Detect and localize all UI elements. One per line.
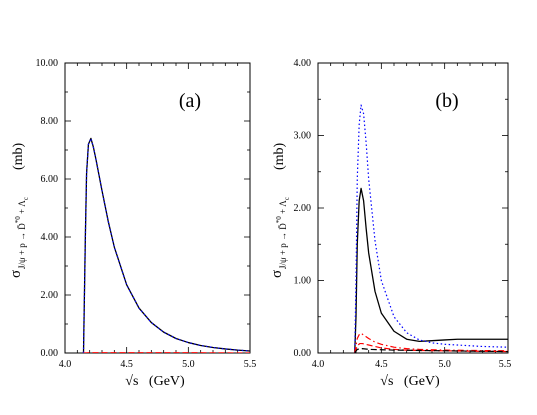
y-tick-labels: 0.00 2.00 4.00 6.00 8.00 10.00 bbox=[36, 58, 59, 359]
panel-a: 4.0 4.5 5.0 5.5 0.00 2.00 4.00 6.00 8.00… bbox=[8, 58, 256, 389]
x-tick-label: 4.0 bbox=[59, 359, 72, 370]
y-tick-labels: 0.00 1.00 2.00 3.00 4.00 bbox=[294, 58, 312, 359]
y-tick-label: 8.00 bbox=[41, 116, 59, 127]
plot-frame bbox=[317, 62, 509, 354]
x-axis-label: √s (GeV) bbox=[380, 374, 440, 389]
series-line bbox=[354, 104, 508, 353]
y-axis-sigma: σ bbox=[8, 270, 24, 278]
y-tick-label: 3.00 bbox=[294, 131, 312, 142]
x-tick-label: 4.5 bbox=[120, 359, 133, 370]
y-axis-unit: (mb) bbox=[11, 142, 26, 170]
series-line bbox=[354, 342, 508, 353]
x-tick-labels: 4.0 4.5 5.0 5.5 bbox=[59, 359, 257, 370]
panel-label: (b) bbox=[435, 90, 458, 112]
y-tick-label: 0.00 bbox=[294, 348, 312, 359]
y-axis-label: σ J/ψ + p → D̄*0 + Λc (mb) bbox=[8, 142, 30, 278]
x-tick-label: 4.0 bbox=[312, 359, 325, 370]
y-axis-label: σ J/ψ + p → D̄*0 + Λc (mb) bbox=[269, 142, 291, 278]
x-tick-labels: 4.0 4.5 5.0 5.5 bbox=[312, 359, 512, 370]
x-tick-label: 5.0 bbox=[438, 359, 451, 370]
panel-label: (a) bbox=[179, 90, 201, 112]
x-tick-label: 5.5 bbox=[499, 359, 512, 370]
y-axis-subscript: J/ψ + p → D̄*0 + Λc bbox=[275, 197, 291, 269]
x-tick-label: 5.5 bbox=[244, 359, 257, 370]
series-line bbox=[354, 332, 508, 353]
series-line bbox=[82, 137, 250, 353]
y-tick-label: 6.00 bbox=[41, 174, 59, 185]
y-axis-sigma: σ bbox=[269, 270, 285, 278]
tick-marks bbox=[317, 62, 509, 354]
series-line bbox=[354, 348, 508, 353]
y-axis-subscript: J/ψ + p → D̄*0 + Λc bbox=[14, 197, 30, 269]
plot-frame bbox=[64, 62, 251, 354]
tick-marks bbox=[64, 62, 251, 354]
series-group bbox=[354, 104, 508, 353]
series-line bbox=[82, 137, 250, 353]
y-tick-label: 2.00 bbox=[41, 290, 59, 301]
y-tick-label: 0.00 bbox=[41, 348, 59, 359]
x-axis-label: √s (GeV) bbox=[125, 374, 185, 389]
y-tick-label: 1.00 bbox=[294, 276, 312, 287]
y-axis-unit: (mb) bbox=[272, 142, 287, 170]
y-tick-label: 10.00 bbox=[36, 58, 59, 69]
y-tick-label: 2.00 bbox=[294, 203, 312, 214]
x-tick-label: 4.5 bbox=[375, 359, 388, 370]
series-group bbox=[82, 137, 250, 353]
series-line bbox=[354, 187, 508, 353]
y-tick-label: 4.00 bbox=[294, 58, 312, 69]
panel-b: 4.0 4.5 5.0 5.5 0.00 1.00 2.00 3.00 4.00… bbox=[269, 58, 511, 389]
y-tick-label: 4.00 bbox=[41, 232, 59, 243]
x-tick-label: 5.0 bbox=[182, 359, 195, 370]
